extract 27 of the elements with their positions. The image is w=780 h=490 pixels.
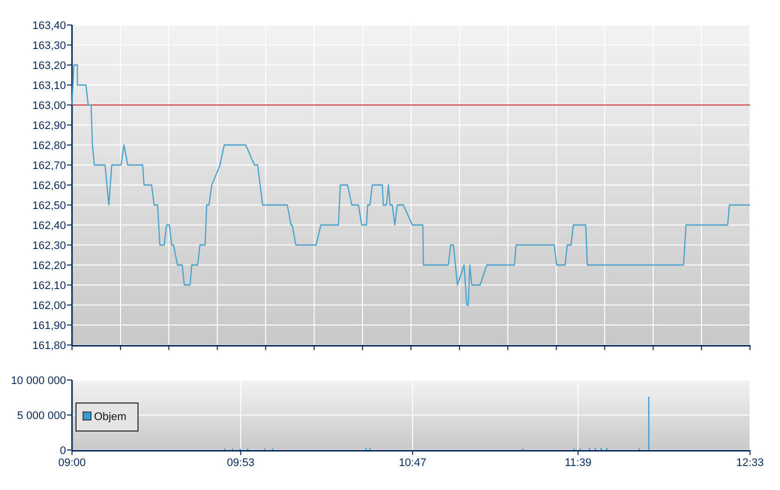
y-tick-label: 162,30 [32, 240, 66, 252]
legend-label: Objem [94, 411, 126, 423]
line-series [71, 64, 751, 306]
y-tick-label: 10 000 000 [10, 374, 66, 387]
y-tick-label: 162,80 [32, 140, 66, 152]
y-tick-label: 162,20 [32, 260, 66, 272]
y-tick-label: 162,70 [32, 160, 66, 172]
y-tick-label: 163,20 [32, 60, 66, 72]
x-tick-label: 11:39 [564, 457, 592, 469]
x-tick-label: 12:33 [736, 457, 764, 469]
y-tick-label: 162,10 [32, 280, 66, 292]
y-tick-label: 162,40 [32, 220, 66, 232]
y-tick-label: 162,90 [32, 120, 66, 132]
y-tick-label: 162,50 [32, 200, 66, 212]
y-tick-label: 5 000 000 [17, 410, 66, 422]
x-tick-label: 10:47 [398, 457, 426, 469]
y-tick-label: 162,00 [32, 300, 66, 312]
y-tick-label: 163,00 [32, 100, 66, 112]
y-tick-label: 163,30 [32, 40, 66, 52]
y-tick-label: 163,40 [32, 20, 66, 32]
x-tick-label: 09:53 [226, 457, 254, 469]
y-tick-label: 161,90 [32, 320, 66, 332]
y-tick-label: 163,10 [32, 80, 66, 92]
y-tick-label: 162,60 [32, 180, 66, 192]
y-tick-label: 0 [60, 444, 66, 457]
y-tick-label: 161,80 [32, 340, 66, 352]
x-tick-label: 09:00 [58, 457, 86, 469]
